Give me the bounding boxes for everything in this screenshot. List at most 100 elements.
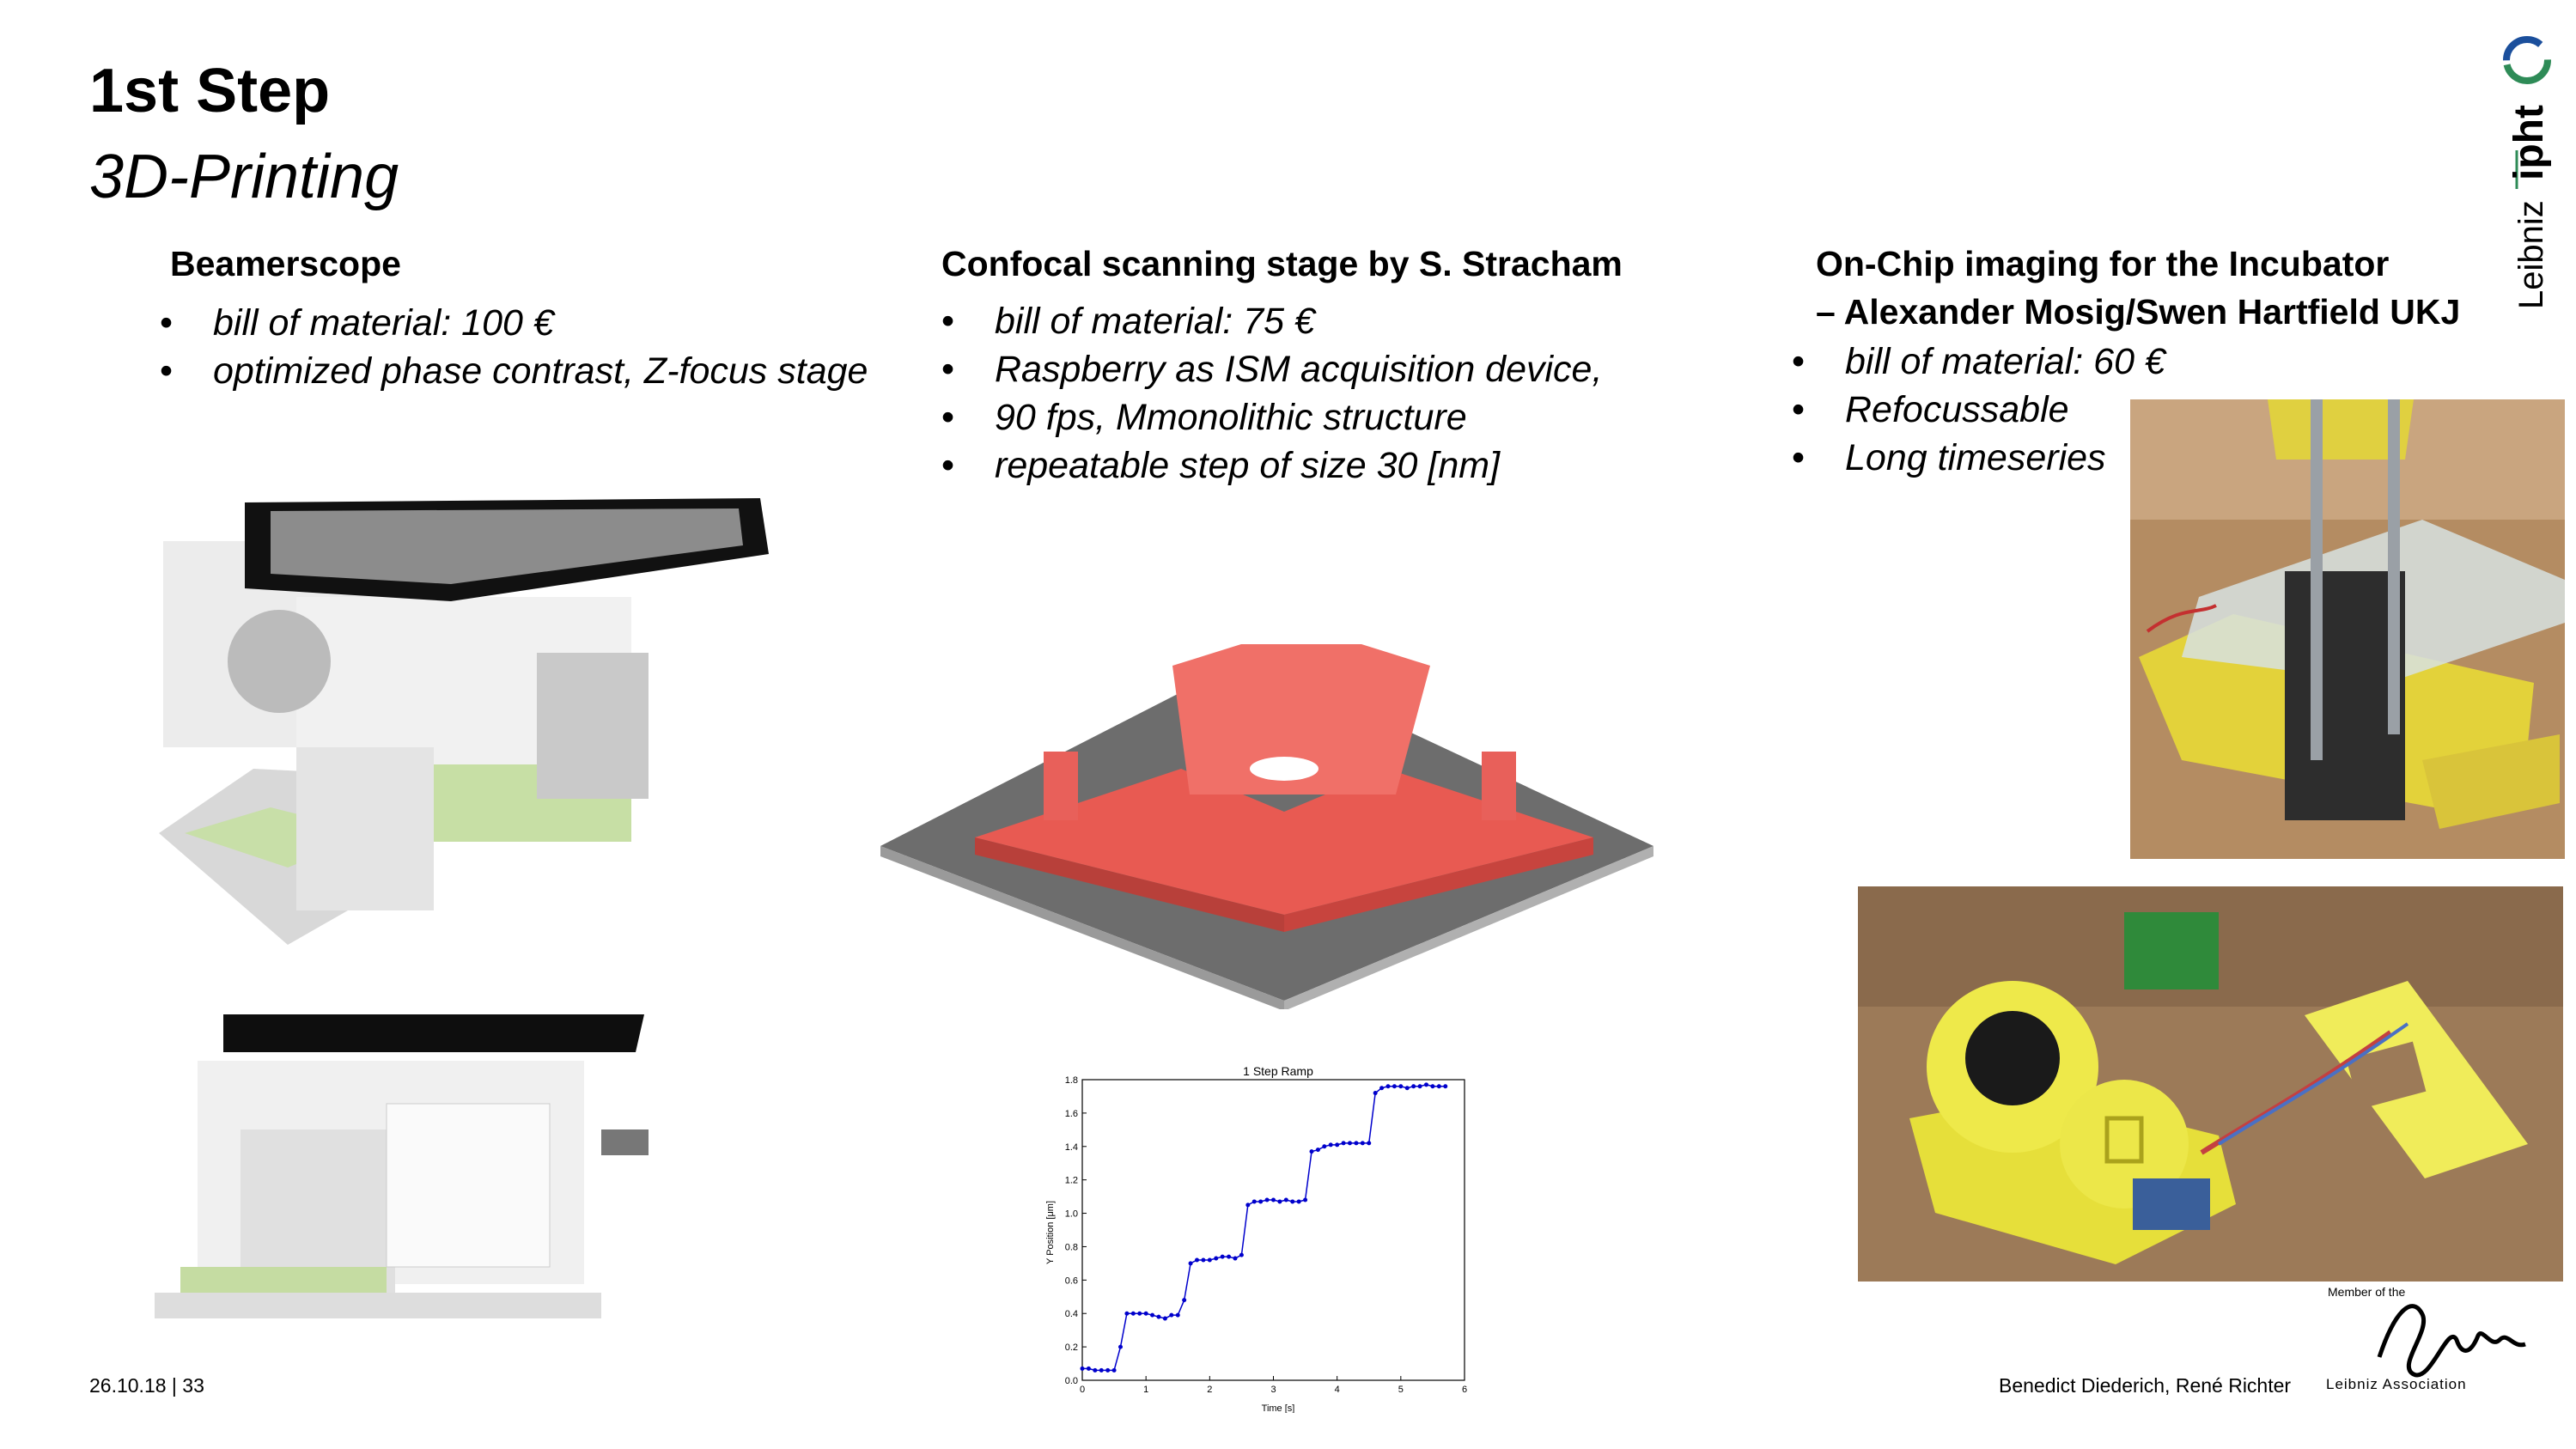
data-point (1379, 1086, 1385, 1091)
data-point (1283, 1197, 1288, 1202)
data-point (1233, 1256, 1238, 1261)
bullet-item: 90 fps, Mmonolithic structure (941, 393, 1602, 441)
data-point (1315, 1148, 1320, 1153)
series-line (1082, 1084, 1446, 1372)
confocal-heading: Confocal scanning stage by S. Stracham (941, 244, 1623, 283)
chart-ylabel: Y Position [μm] (1045, 1201, 1056, 1264)
member-text: Member of the (2328, 1285, 2406, 1299)
data-point (1169, 1312, 1174, 1318)
bullet-item: optimized phase contrast, Z-focus stage (160, 347, 868, 395)
data-point (1404, 1086, 1410, 1091)
data-point (1111, 1367, 1117, 1373)
y-tick-label: 0.6 (1065, 1275, 1078, 1286)
data-point (1182, 1298, 1187, 1303)
data-point (1156, 1314, 1161, 1319)
data-point (1093, 1367, 1098, 1373)
data-point (1137, 1311, 1142, 1316)
x-tick-label: 1 (1143, 1385, 1148, 1395)
data-point (1220, 1254, 1225, 1259)
data-point (1239, 1252, 1244, 1257)
bullet-item: bill of material: 60 € (1792, 338, 2165, 386)
chart-plot-frame (1081, 1079, 1465, 1381)
step-ramp-chart-svg: 1 Step Ramp Time [s] Y Position [μm] 0 1 2… (1045, 1064, 1467, 1414)
data-point (1264, 1197, 1270, 1202)
data-point (1099, 1367, 1104, 1373)
y-tick-label: 0.8 (1065, 1242, 1078, 1252)
data-point (1207, 1257, 1212, 1263)
beamerscope-render-top (150, 464, 786, 953)
beamerscope-render-bottom (155, 1009, 653, 1318)
y-tick-label: 1.4 (1065, 1142, 1078, 1153)
step-ramp-chart: 1 Step Ramp Time [s] Y Position [μm] 0 1 2… (1031, 1061, 1477, 1414)
x-tick-label: 2 (1207, 1385, 1212, 1395)
x-tick-label: 5 (1398, 1385, 1404, 1395)
chart-title: 1 Step Ramp (1243, 1064, 1313, 1078)
beamerscope-heading: Beamerscope (170, 244, 401, 283)
y-tick-label: 1.0 (1065, 1209, 1078, 1220)
data-point (1303, 1197, 1308, 1202)
data-point (1430, 1084, 1435, 1089)
confocal-bullets: bill of material: 75 € Raspberry as ISM … (941, 297, 1602, 490)
leibniz-member-badge: Member of the Leibniz Association (2319, 1280, 2543, 1417)
data-point (1328, 1142, 1333, 1148)
confocal-stage-render (880, 640, 1662, 1011)
y-tick-label: 0.2 (1065, 1342, 1078, 1353)
bullet-item: Raspberry as ISM acquisition device, (941, 345, 1602, 393)
footer-date-page: 26.10.18 | 33 (89, 1374, 204, 1397)
onchip-bullets: bill of material: 60 € Refocussable Long… (1792, 338, 2165, 482)
data-point (1360, 1141, 1365, 1146)
slide-subtitle: 3D-Printing (89, 143, 399, 211)
data-point (1443, 1084, 1448, 1089)
x-tick-label: 3 (1270, 1385, 1276, 1395)
bullet-item: bill of material: 75 € (941, 297, 1602, 345)
data-point (1162, 1316, 1167, 1321)
data-point (1341, 1141, 1346, 1146)
data-point (1195, 1257, 1199, 1263)
x-tick-label: 6 (1462, 1385, 1467, 1395)
x-tick-label: 0 (1080, 1385, 1085, 1395)
data-point (1251, 1199, 1257, 1204)
data-point (1080, 1366, 1085, 1371)
data-point (1424, 1082, 1428, 1087)
data-point (1322, 1144, 1327, 1149)
data-point (1309, 1149, 1314, 1154)
logo-text-ipht: ipht (2506, 105, 2552, 180)
data-point (1271, 1197, 1276, 1202)
data-point (1392, 1084, 1397, 1089)
data-point (1118, 1344, 1123, 1349)
data-point (1086, 1366, 1091, 1371)
onchip-photo-top (2130, 399, 2565, 859)
onchip-heading-line2: – Alexander Mosig/Swen Hartfield UKJ (1816, 292, 2461, 332)
y-tick-label: 1.2 (1065, 1176, 1078, 1186)
data-point (1335, 1142, 1340, 1148)
data-point (1290, 1199, 1295, 1204)
leibniz-signature-icon (2377, 1304, 2526, 1378)
data-point (1227, 1254, 1232, 1259)
data-point (1436, 1084, 1441, 1089)
slide-title: 1st Step (89, 57, 331, 125)
logo-text-leibniz: Leibniz (2512, 200, 2550, 309)
bullet-item: Refocussable (1792, 386, 2165, 434)
onchip-photo-bottom (1858, 886, 2563, 1282)
data-point (1398, 1084, 1404, 1089)
data-point (1214, 1256, 1219, 1261)
leibniz-ipht-logo: Leibniz ipht (2474, 26, 2568, 318)
data-point (1348, 1141, 1352, 1146)
data-point (1417, 1084, 1422, 1089)
bullet-item: Long timeseries (1792, 434, 2165, 482)
y-tick-label: 1.6 (1065, 1109, 1078, 1119)
data-point (1367, 1141, 1372, 1146)
bullet-item: bill of material: 100 € (160, 299, 868, 347)
data-point (1130, 1311, 1136, 1316)
data-point (1277, 1199, 1282, 1204)
data-point (1143, 1311, 1148, 1316)
bullet-item: repeatable step of size 30 [nm] (941, 441, 1602, 490)
data-point (1385, 1084, 1391, 1089)
data-point (1296, 1199, 1301, 1204)
data-point (1175, 1312, 1180, 1318)
data-point (1245, 1202, 1251, 1208)
data-point (1354, 1141, 1359, 1146)
beamerscope-bullets: bill of material: 100 € optimized phase … (160, 299, 868, 395)
association-text: Leibniz Association (2326, 1376, 2467, 1392)
data-point (1258, 1199, 1264, 1204)
